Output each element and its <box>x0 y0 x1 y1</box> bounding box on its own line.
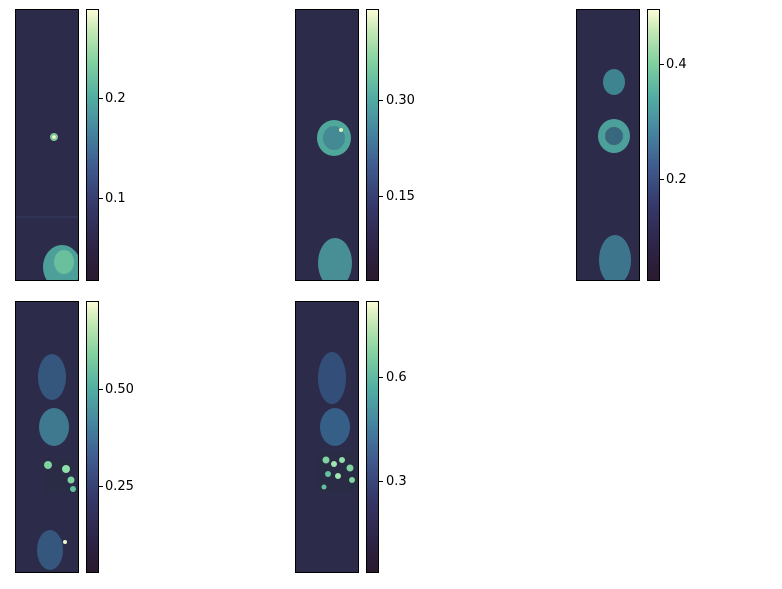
colorbar-label-4b: 0.25 <box>105 479 134 494</box>
colorbar-label-3b: 0.2 <box>666 172 687 187</box>
colorbar-label-2a: 0.30 <box>386 93 415 108</box>
colorbar-tick-4b <box>98 486 103 488</box>
colorbar-tick-1a <box>98 98 103 100</box>
colorbar-label-5b: 0.3 <box>386 474 407 489</box>
colorbar-tick-1b <box>98 198 103 200</box>
colorbar-2 <box>366 9 379 281</box>
colorbar-tick-3b <box>659 179 664 181</box>
colorbar-tick-2a <box>378 100 383 102</box>
colorbar-5 <box>366 301 379 573</box>
colorbar-4 <box>86 301 99 573</box>
image-panel-3 <box>576 9 640 281</box>
colorbar-tick-5b <box>378 481 383 483</box>
colorbar-tick-3a <box>659 64 664 66</box>
image-panel-5 <box>295 301 359 573</box>
image-panel-2 <box>295 9 359 281</box>
image-panel-4 <box>15 301 79 573</box>
colorbar-label-1b: 0.1 <box>105 191 126 206</box>
colorbar-1 <box>86 9 99 281</box>
colorbar-label-5a: 0.6 <box>386 370 407 385</box>
image-panel-1 <box>15 9 79 281</box>
colorbar-tick-5a <box>378 377 383 379</box>
colorbar-tick-2b <box>378 196 383 198</box>
colorbar-label-4a: 0.50 <box>105 382 134 397</box>
colorbar-label-1a: 0.2 <box>105 91 126 106</box>
colorbar-tick-4a <box>98 389 103 391</box>
colorbar-label-3a: 0.4 <box>666 57 687 72</box>
colorbar-label-2b: 0.15 <box>386 189 415 204</box>
colorbar-3 <box>647 9 660 281</box>
